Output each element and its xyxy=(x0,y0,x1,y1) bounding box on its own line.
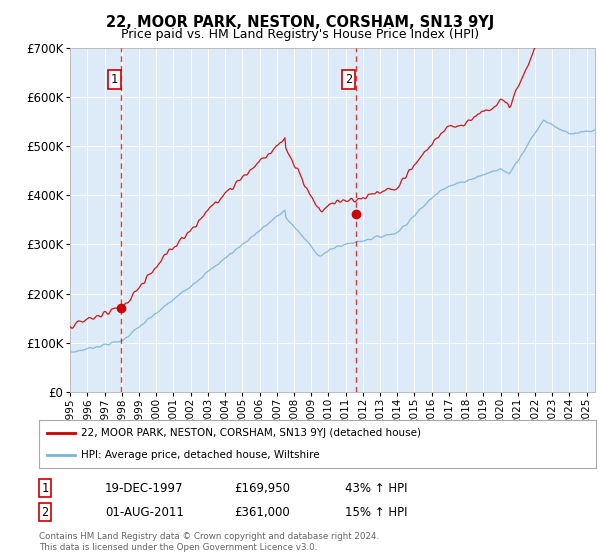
Text: £361,000: £361,000 xyxy=(234,506,290,519)
Text: 01-AUG-2011: 01-AUG-2011 xyxy=(105,506,184,519)
Text: Price paid vs. HM Land Registry's House Price Index (HPI): Price paid vs. HM Land Registry's House … xyxy=(121,28,479,41)
Text: 22, MOOR PARK, NESTON, CORSHAM, SN13 9YJ (detached house): 22, MOOR PARK, NESTON, CORSHAM, SN13 9YJ… xyxy=(81,428,421,438)
Text: 2: 2 xyxy=(41,506,49,519)
Text: 15% ↑ HPI: 15% ↑ HPI xyxy=(345,506,407,519)
Text: Contains HM Land Registry data © Crown copyright and database right 2024.
This d: Contains HM Land Registry data © Crown c… xyxy=(39,532,379,552)
Text: 1: 1 xyxy=(111,73,118,86)
Text: 43% ↑ HPI: 43% ↑ HPI xyxy=(345,482,407,495)
Text: 2: 2 xyxy=(345,73,352,86)
Text: HPI: Average price, detached house, Wiltshire: HPI: Average price, detached house, Wilt… xyxy=(81,450,319,460)
Text: 22, MOOR PARK, NESTON, CORSHAM, SN13 9YJ: 22, MOOR PARK, NESTON, CORSHAM, SN13 9YJ xyxy=(106,15,494,30)
Text: £169,950: £169,950 xyxy=(234,482,290,495)
Text: 19-DEC-1997: 19-DEC-1997 xyxy=(105,482,184,495)
Text: 1: 1 xyxy=(41,482,49,495)
